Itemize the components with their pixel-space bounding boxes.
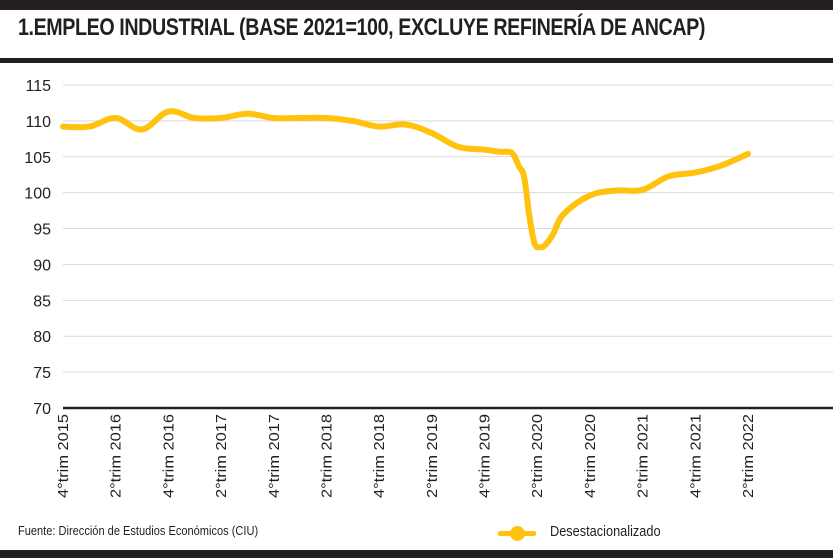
series-line-desestacionalizado (60, 108, 751, 251)
legend-dot-marker (510, 526, 525, 541)
legend: Desestacionalizado (498, 522, 798, 544)
x-tick-label: 2°trim 2017 (213, 414, 230, 498)
y-tick-label: 110 (25, 114, 51, 131)
x-tick-label: 2°trim 2022 (740, 414, 757, 498)
y-tick-label: 90 (33, 257, 51, 274)
y-tick-label: 115 (25, 78, 51, 95)
x-tick-label: 4°trim 2019 (477, 414, 494, 498)
x-tick-label: 2°trim 2016 (108, 414, 125, 498)
x-tick-label: 4°trim 2015 (55, 414, 72, 498)
title-rule (0, 58, 833, 63)
x-tick-label: 4°trim 2021 (687, 414, 704, 498)
y-tick-label: 70 (33, 401, 51, 418)
y-tick-label: 80 (33, 329, 51, 346)
top-bar (0, 0, 833, 10)
x-tick-label: 4°trim 2016 (160, 414, 177, 498)
y-tick-label: 85 (33, 293, 51, 310)
source-note: Fuente: Dirección de Estudios Económicos… (18, 523, 259, 538)
x-tick-label: 2°trim 2021 (635, 414, 652, 498)
chart-area: 70 75 80 85 90 95 100 105 110 115 4°trim 2015 2°tri… (24, 78, 833, 498)
y-tick-label: 100 (24, 186, 51, 203)
x-tick-label: 2°trim 2020 (529, 414, 546, 498)
legend-label: Desestacionalizado (550, 523, 661, 540)
y-tick-label: 105 (24, 150, 51, 167)
y-tick-label: 75 (33, 365, 51, 382)
chart-title: 1.EMPLEO INDUSTRIAL (BASE 2021=100, EXCL… (18, 14, 705, 41)
x-tick-label: 4°trim 2017 (266, 414, 283, 498)
x-tick-label: 4°trim 2020 (582, 414, 599, 498)
bottom-bar (0, 550, 833, 558)
x-tick-label: 2°trim 2018 (318, 414, 335, 498)
y-tick-label: 95 (33, 222, 51, 239)
x-tick-label: 4°trim 2018 (371, 414, 388, 498)
x-tick-label: 2°trim 2019 (424, 414, 441, 498)
